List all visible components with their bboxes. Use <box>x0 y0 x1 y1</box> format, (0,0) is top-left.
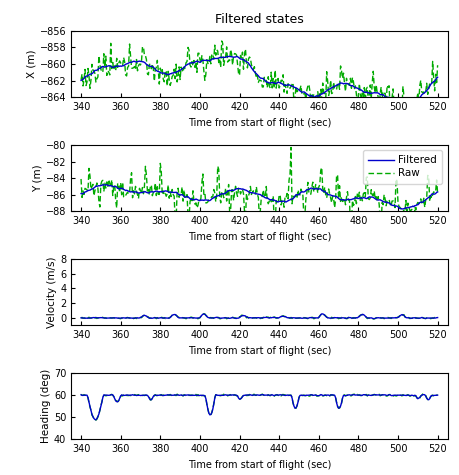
Filtered <box>146 190 151 196</box>
Raw <box>302 212 308 218</box>
Filtered <box>435 189 440 195</box>
Y-axis label: Y (m): Y (m) <box>33 164 43 192</box>
Raw <box>78 176 84 182</box>
Filtered <box>282 199 288 204</box>
Filtered <box>104 182 110 188</box>
Filtered <box>88 187 94 192</box>
Filtered <box>78 190 84 196</box>
Raw <box>392 205 398 210</box>
Line: Filtered: Filtered <box>81 185 437 209</box>
Y-axis label: Velocity (m/s): Velocity (m/s) <box>47 256 57 328</box>
Filtered <box>392 203 398 209</box>
X-axis label: Time from start of flight (sec): Time from start of flight (sec) <box>188 232 331 242</box>
Y-axis label: X (m): X (m) <box>27 50 37 78</box>
Line: Raw: Raw <box>81 147 437 235</box>
Filtered <box>399 206 405 212</box>
Legend: Filtered, Raw: Filtered, Raw <box>363 150 442 184</box>
Raw <box>294 196 300 201</box>
Raw <box>281 204 287 210</box>
Filtered <box>294 192 300 198</box>
X-axis label: Time from start of flight (sec): Time from start of flight (sec) <box>188 346 331 356</box>
Y-axis label: Heading (deg): Heading (deg) <box>41 369 51 443</box>
Raw <box>435 190 440 196</box>
Raw <box>88 186 94 192</box>
Raw <box>410 232 415 238</box>
Raw <box>288 144 294 150</box>
X-axis label: Time from start of flight (sec): Time from start of flight (sec) <box>188 118 331 128</box>
X-axis label: Time from start of flight (sec): Time from start of flight (sec) <box>188 460 331 470</box>
Raw <box>145 188 150 194</box>
Filtered <box>302 189 308 194</box>
Title: Filtered states: Filtered states <box>215 12 304 26</box>
